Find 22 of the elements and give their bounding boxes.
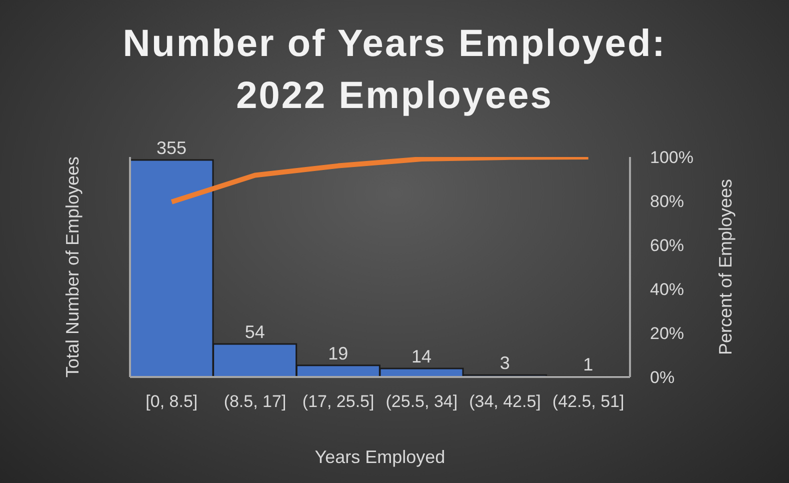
y-axis-title: Total Number of Employees xyxy=(62,156,82,378)
y2-tick-label: 80% xyxy=(650,192,684,212)
y2-tick-label: 40% xyxy=(650,280,684,300)
data-label: 14 xyxy=(411,346,432,366)
y2-axis-title: Percent of Employees xyxy=(715,178,736,356)
y2-tick-label: 0% xyxy=(650,368,675,388)
x-tick-label: (17, 25.5] xyxy=(302,392,374,412)
x-tick-label: [0, 8.5] xyxy=(146,392,198,412)
x-tick-label: (25.5, 34] xyxy=(386,392,458,412)
data-label: 1 xyxy=(583,354,594,374)
y2-tick-label: 100% xyxy=(650,148,694,168)
data-label: 19 xyxy=(328,343,348,364)
y2-tick-label: 60% xyxy=(650,236,684,256)
x-axis-title: Years Employed xyxy=(314,447,446,467)
data-label: 54 xyxy=(244,322,265,342)
data-label: 3 xyxy=(500,353,510,374)
x-tick-label: (34, 42.5] xyxy=(469,392,541,412)
x-tick-label: (42.5, 51] xyxy=(552,392,624,412)
chart-title: Number of Years Employed: 2022 Employees xyxy=(122,22,668,119)
data-label: 355 xyxy=(156,138,187,158)
y2-tick-label: 20% xyxy=(650,324,684,344)
x-tick-label: (8.5, 17] xyxy=(224,392,286,412)
